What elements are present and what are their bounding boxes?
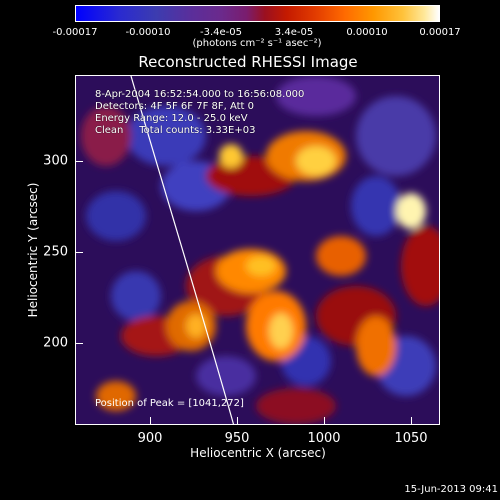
- colorbar-tick: -0.00010: [125, 27, 171, 38]
- x-axis-label: Heliocentric X (arcsec): [190, 446, 326, 460]
- info-detectors: Detectors: 4F 5F 6F 7F 8F, Att 0: [95, 101, 255, 112]
- colorbar-tick: 0.00017: [419, 27, 461, 38]
- colorbar-tick: -3.4e-05: [200, 27, 242, 38]
- y-tick-label: 200: [43, 335, 68, 351]
- y-tick-label: 250: [43, 244, 68, 260]
- x-tick-mark: [237, 417, 238, 425]
- x-tick-mark: [411, 417, 412, 425]
- x-tick-label: 950: [224, 431, 250, 446]
- solar-image: [81, 76, 439, 424]
- x-tick-mark: [324, 417, 325, 425]
- info-time-range: 8-Apr-2004 16:52:54.000 to 16:56:08.000: [95, 89, 305, 100]
- y-tick-mark: [75, 343, 83, 344]
- peak-position: Position of Peak = [1041,272]: [95, 398, 244, 409]
- colorbar: [75, 5, 440, 22]
- info-method-counts: Clean Total counts: 3.33E+03: [95, 125, 256, 136]
- x-tick-label: 1050: [394, 431, 428, 446]
- y-tick-mark: [75, 161, 83, 162]
- y-axis-label: Heliocentric Y (arcsec): [26, 182, 40, 318]
- colorbar-tick: -0.00017: [52, 27, 98, 38]
- intensity-map: [81, 76, 439, 424]
- y-tick-mark: [75, 252, 83, 253]
- colorbar-tick: 0.00010: [346, 27, 388, 38]
- colorbar-tick: 3.4e-05: [274, 27, 314, 38]
- solar-limb-line: [130, 76, 235, 424]
- info-energy-range: Energy Range: 12.0 - 25.0 keV: [95, 113, 248, 124]
- x-tick-label: 1000: [307, 431, 341, 446]
- timestamp: 15-Jun-2013 09:41: [404, 484, 498, 495]
- x-tick-mark: [150, 417, 151, 425]
- plot-title: Reconstructed RHESSI Image: [138, 53, 358, 71]
- image-panel: [75, 75, 440, 425]
- y-tick-label: 300: [43, 153, 68, 169]
- colorbar-units: (photons cm⁻² s⁻¹ asec⁻²): [192, 38, 322, 49]
- x-tick-label: 900: [137, 431, 163, 446]
